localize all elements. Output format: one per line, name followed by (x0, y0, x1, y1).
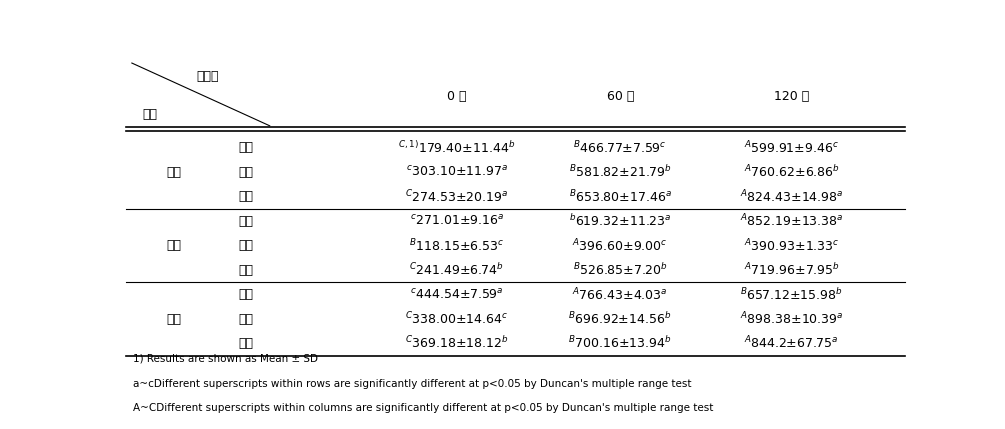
Text: 파주: 파주 (239, 288, 254, 301)
Text: $^{A}$396.60±9.00$^{c}$: $^{A}$396.60±9.00$^{c}$ (573, 237, 668, 254)
Text: $^{A}$719.96±7.95$^{b}$: $^{A}$719.96±7.95$^{b}$ (744, 262, 839, 278)
Text: $^{B}$581.82±21.79$^{b}$: $^{B}$581.82±21.79$^{b}$ (569, 164, 671, 180)
Text: $^{A}$766.43±4.03$^{a}$: $^{A}$766.43±4.03$^{a}$ (572, 286, 668, 303)
Text: $^{C}$369.18±18.12$^{b}$: $^{C}$369.18±18.12$^{b}$ (405, 335, 509, 351)
Text: $^{B}$657.12±15.98$^{b}$: $^{B}$657.12±15.98$^{b}$ (740, 287, 843, 302)
Text: $^{A}$852.19±13.38$^{a}$: $^{A}$852.19±13.38$^{a}$ (740, 213, 843, 230)
Text: 선유: 선유 (167, 239, 182, 252)
Text: $^{B}$700.16±13.94$^{b}$: $^{B}$700.16±13.94$^{b}$ (569, 335, 672, 351)
Text: $^{b}$619.32±11.23$^{a}$: $^{b}$619.32±11.23$^{a}$ (569, 213, 671, 229)
Text: 안동: 안동 (239, 313, 254, 326)
Text: $^{B}$653.80±17.46$^{a}$: $^{B}$653.80±17.46$^{a}$ (569, 188, 671, 205)
Text: $^{A}$390.93±1.33$^{c}$: $^{A}$390.93±1.33$^{c}$ (744, 237, 839, 254)
Text: $^{c}$271.01±9.16$^{a}$: $^{c}$271.01±9.16$^{a}$ (409, 214, 504, 228)
Text: $^{A}$898.38±10.39$^{a}$: $^{A}$898.38±10.39$^{a}$ (740, 311, 843, 327)
Text: 안동: 안동 (239, 239, 254, 252)
Text: $^{c}$444.54±7.59$^{a}$: $^{c}$444.54±7.59$^{a}$ (410, 287, 504, 302)
Text: 안동: 안동 (239, 166, 254, 179)
Text: $^{C}$241.49±6.74$^{b}$: $^{C}$241.49±6.74$^{b}$ (409, 262, 505, 278)
Text: a~cDifferent superscripts within rows are significantly different at p<0.05 by D: a~cDifferent superscripts within rows ar… (134, 378, 691, 389)
Text: 파주: 파주 (239, 215, 254, 228)
Text: A~CDifferent superscripts within columns are significantly different at p<0.05 b: A~CDifferent superscripts within columns… (134, 403, 714, 413)
Text: $^{A}$760.62±6.86$^{b}$: $^{A}$760.62±6.86$^{b}$ (744, 164, 839, 180)
Text: $^{c}$303.10±11.97$^{a}$: $^{c}$303.10±11.97$^{a}$ (406, 166, 508, 179)
Text: 하동: 하동 (239, 337, 254, 350)
Text: 산지: 산지 (143, 108, 158, 121)
Text: 대풍: 대풍 (167, 313, 182, 326)
Text: $^{C}$274.53±20.19$^{a}$: $^{C}$274.53±20.19$^{a}$ (405, 188, 509, 205)
Text: 숙성일: 숙성일 (196, 70, 219, 83)
Text: 대원: 대원 (167, 166, 182, 179)
Text: $^{B}$466.77±7.59$^{c}$: $^{B}$466.77±7.59$^{c}$ (574, 139, 667, 156)
Text: 하동: 하동 (239, 264, 254, 277)
Text: $^{C}$338.00±14.64$^{c}$: $^{C}$338.00±14.64$^{c}$ (405, 311, 509, 327)
Text: $^{A}$844.2±67.75$^{a}$: $^{A}$844.2±67.75$^{a}$ (745, 335, 838, 352)
Text: $^{A}$599.91±9.46$^{c}$: $^{A}$599.91±9.46$^{c}$ (744, 139, 839, 156)
Text: 파주: 파주 (239, 142, 254, 154)
Text: 0 일: 0 일 (447, 90, 466, 103)
Text: $^{A}$824.43±14.98$^{a}$: $^{A}$824.43±14.98$^{a}$ (740, 188, 843, 205)
Text: $^{B}$526.85±7.20$^{b}$: $^{B}$526.85±7.20$^{b}$ (573, 262, 667, 278)
Text: $^{B}$118.15±6.53$^{c}$: $^{B}$118.15±6.53$^{c}$ (409, 237, 505, 254)
Text: 120 일: 120 일 (774, 90, 809, 103)
Text: $^{C,1)}$179.40±11.44$^{b}$: $^{C,1)}$179.40±11.44$^{b}$ (398, 140, 516, 156)
Text: $^{B}$696.92±14.56$^{b}$: $^{B}$696.92±14.56$^{b}$ (569, 311, 672, 327)
Text: 1) Results are shown as Mean ± SD: 1) Results are shown as Mean ± SD (134, 354, 319, 364)
Text: 60 일: 60 일 (607, 90, 634, 103)
Text: 하동: 하동 (239, 190, 254, 203)
